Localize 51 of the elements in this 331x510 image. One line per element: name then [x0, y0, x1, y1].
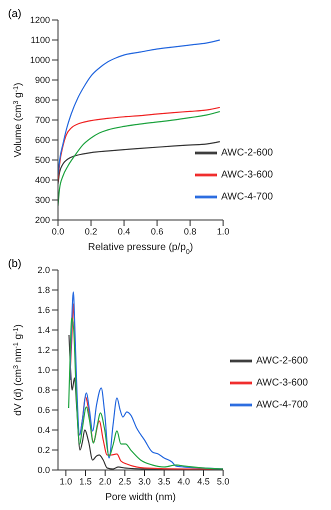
x-axis-title: Pore width (nm) — [105, 492, 176, 503]
legend-label: AWC-2-600 — [256, 356, 308, 367]
y-tick-label: 0.2 — [37, 445, 50, 456]
y-tick-label: 1.2 — [37, 345, 50, 356]
x-tick-label: 0.8 — [184, 226, 196, 236]
legend-label: AWC-3-600 — [256, 378, 308, 389]
x-tick-label: 2.5 — [118, 476, 132, 486]
y-tick-label: 0.4 — [37, 425, 50, 436]
line-series — [58, 39, 220, 177]
x-tick-label: 0.4 — [118, 226, 130, 236]
x-tick-label: 3.5 — [158, 476, 170, 486]
y-tick-label: 2.0 — [37, 265, 50, 276]
y-tick-label: 1.6 — [37, 305, 50, 316]
y-tick-label: 900 — [34, 75, 50, 86]
line-series — [58, 106, 220, 183]
x-tick-label: 0.6 — [150, 226, 164, 236]
y-tick-label: 0.0 — [37, 465, 50, 476]
x-tick-label: 3.0 — [138, 476, 151, 486]
y-tick-label: 1200 — [30, 15, 50, 26]
y-tick-label: 500 — [34, 155, 50, 166]
y-tick-label: 300 — [34, 195, 50, 206]
x-tick-label: 5.0 — [216, 476, 230, 486]
x-tick-label: 1.0 — [216, 226, 230, 236]
y-tick-label: 700 — [34, 115, 50, 126]
y-tick-label: 1.0 — [37, 365, 50, 376]
y-tick-label: 400 — [34, 175, 50, 186]
y-tick-label: 1100 — [30, 35, 50, 46]
text: (a) — [8, 8, 22, 20]
y-tick-label: 0.8 — [37, 385, 50, 396]
legend-label: AWC-4-700 — [221, 192, 273, 203]
x-axis-title: Relative pressure (p/p$_{0}$) — [88, 242, 194, 256]
x-tick-label: 2.0 — [98, 476, 112, 486]
text: (b) — [8, 258, 22, 270]
x-tick-label: 4.0 — [178, 476, 190, 486]
y-tick-label: 1.4 — [37, 325, 50, 336]
legend-label: AWC-3-600 — [221, 170, 273, 181]
line-series — [58, 111, 220, 207]
y-tick-label: 0.6 — [37, 405, 50, 416]
y-tick-label: 1.8 — [37, 285, 50, 296]
legend-label: AWC-2-600 — [221, 148, 273, 159]
x-tick-label: 0.2 — [84, 226, 98, 236]
y-tick-label: 800 — [34, 95, 50, 106]
x-tick-label: 1.5 — [79, 476, 92, 486]
y-tick-label: 1000 — [30, 55, 50, 66]
x-tick-label: 1.0 — [60, 476, 72, 486]
x-tick-label: 0.0 — [52, 226, 64, 236]
x-tick-label: 4.5 — [197, 476, 210, 486]
line-series — [58, 141, 220, 185]
y-tick-label: 600 — [34, 135, 50, 146]
legend-label: AWC-4-700 — [256, 400, 308, 411]
y-tick-label: 200 — [34, 215, 50, 226]
